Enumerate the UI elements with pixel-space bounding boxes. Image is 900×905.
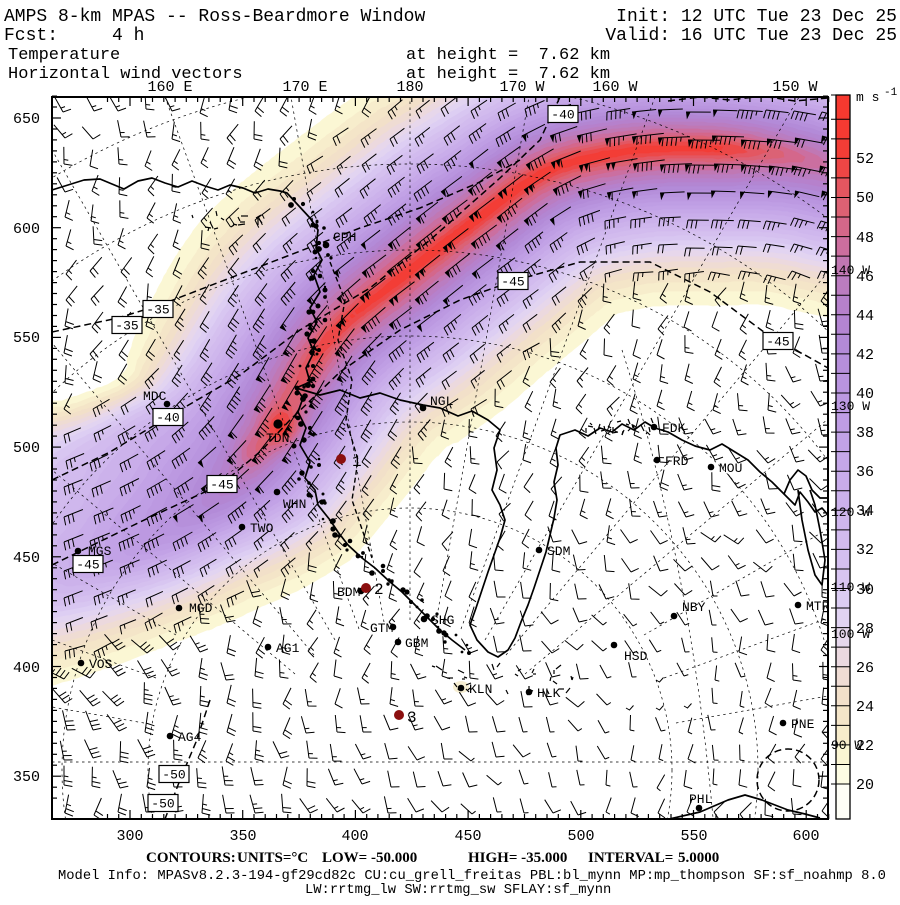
svg-text:Model Info: MPASv8.2.3-194-gf2: Model Info: MPASv8.2.3-194-gf29cd82c CU:… — [58, 868, 886, 884]
svg-text:Init: 12 UTC Tue 23 Dec 25: Init: 12 UTC Tue 23 Dec 25 — [616, 7, 897, 27]
svg-text:KLN: KLN — [469, 682, 492, 697]
svg-text:CPH: CPH — [333, 230, 356, 245]
svg-text:at height = 7.62 km: at height = 7.62 km — [406, 46, 610, 65]
svg-text:MGD: MGD — [189, 601, 213, 616]
svg-text:AG1: AG1 — [276, 641, 300, 656]
svg-text:52: 52 — [856, 151, 874, 168]
svg-text:28: 28 — [856, 621, 874, 638]
svg-text:PNE: PNE — [791, 717, 815, 732]
svg-text:Temperature: Temperature — [8, 46, 120, 65]
svg-text:HLK: HLK — [537, 686, 561, 701]
svg-text:150 W: 150 W — [772, 79, 817, 96]
svg-text:160 E: 160 E — [147, 79, 192, 96]
svg-text:140 W: 140 W — [831, 263, 870, 278]
svg-text:450: 450 — [454, 828, 481, 845]
svg-text:30: 30 — [856, 582, 874, 599]
svg-text:BDM: BDM — [337, 585, 360, 600]
svg-text:TDN: TDN — [266, 431, 289, 446]
svg-text:100 W: 100 W — [831, 627, 870, 642]
svg-text:-35: -35 — [146, 303, 169, 318]
svg-text:44: 44 — [856, 308, 874, 325]
svg-text:170 E: 170 E — [282, 79, 327, 96]
svg-text:SHG: SHG — [431, 613, 454, 628]
svg-text:2: 2 — [374, 581, 384, 599]
svg-text:MTR: MTR — [806, 599, 830, 614]
svg-text:GTM: GTM — [370, 621, 393, 636]
svg-text:34: 34 — [856, 503, 874, 520]
svg-text:Valid: 16 UTC Tue 23 Dec 25: Valid: 16 UTC Tue 23 Dec 25 — [605, 26, 897, 46]
svg-text:36: 36 — [856, 464, 874, 481]
svg-text:Horizontal wind vectors: Horizontal wind vectors — [8, 65, 243, 84]
svg-text:120 W: 120 W — [831, 505, 870, 520]
svg-text:TWO: TWO — [250, 521, 274, 536]
svg-text:32: 32 — [856, 542, 874, 559]
svg-text:450: 450 — [13, 550, 40, 567]
svg-text:26: 26 — [856, 660, 874, 677]
svg-text:NBY: NBY — [682, 600, 706, 615]
svg-text:MDC: MDC — [143, 389, 167, 404]
svg-text:-45: -45 — [210, 478, 233, 493]
svg-text:-45: -45 — [76, 558, 99, 573]
svg-text:NGL: NGL — [430, 394, 453, 409]
svg-text:FDK: FDK — [662, 421, 686, 436]
svg-text:22: 22 — [856, 738, 874, 755]
svg-text:110 W: 110 W — [831, 580, 870, 595]
svg-text:-40: -40 — [551, 108, 574, 123]
svg-text:-35: -35 — [115, 319, 138, 334]
svg-text:400: 400 — [13, 660, 40, 677]
svg-text:300: 300 — [116, 828, 143, 845]
svg-text:400: 400 — [341, 828, 368, 845]
svg-text:SDM: SDM — [547, 544, 570, 559]
svg-text:500: 500 — [13, 440, 40, 457]
svg-text:GBM: GBM — [405, 636, 428, 651]
svg-text:-50: -50 — [151, 797, 174, 812]
svg-text:-1: -1 — [884, 87, 898, 99]
svg-text:VOS: VOS — [89, 657, 113, 672]
svg-text:130 W: 130 W — [831, 399, 870, 414]
svg-text:Fcst: 4 h: Fcst: 4 h — [4, 26, 144, 46]
svg-text:170 W: 170 W — [499, 79, 544, 96]
svg-text:m s: m s — [856, 90, 879, 105]
svg-text:550: 550 — [13, 330, 40, 347]
svg-text:FRD: FRD — [665, 454, 689, 469]
svg-text:PHL: PHL — [689, 792, 712, 807]
svg-text:1: 1 — [352, 453, 362, 471]
svg-text:3: 3 — [407, 709, 417, 727]
svg-text:50: 50 — [856, 190, 874, 207]
svg-text:20: 20 — [856, 777, 874, 794]
svg-text:600: 600 — [13, 221, 40, 238]
svg-text:650: 650 — [13, 111, 40, 128]
svg-text:MOU: MOU — [719, 461, 742, 476]
svg-text:-40: -40 — [156, 411, 179, 426]
svg-text:90 W: 90 W — [831, 738, 862, 753]
svg-text:40: 40 — [856, 386, 874, 403]
svg-text:180: 180 — [396, 79, 423, 96]
svg-text:160 W: 160 W — [592, 79, 637, 96]
svg-text:46: 46 — [856, 269, 874, 286]
svg-text:350: 350 — [229, 828, 256, 845]
svg-text:HSD: HSD — [624, 649, 648, 664]
svg-text:38: 38 — [856, 425, 874, 442]
svg-text:350: 350 — [13, 769, 40, 786]
svg-text:24: 24 — [856, 699, 874, 716]
svg-text:AMPS 8-km MPAS -- Ross-Beardmo: AMPS 8-km MPAS -- Ross-Beardmore Window — [4, 7, 425, 27]
svg-text:-50: -50 — [162, 768, 185, 783]
svg-text:42: 42 — [856, 347, 874, 364]
svg-text:at height = 7.62 km: at height = 7.62 km — [406, 65, 610, 84]
svg-text:600: 600 — [792, 828, 819, 845]
svg-text:LW:rrtmg_lw SW:rrtmg_sw SFLAY:: LW:rrtmg_lw SW:rrtmg_sw SFLAY:sf_mynn — [305, 882, 611, 898]
svg-text:550: 550 — [680, 828, 707, 845]
svg-text:MGS: MGS — [88, 544, 112, 559]
svg-text:500: 500 — [567, 828, 594, 845]
svg-text:-45: -45 — [501, 275, 524, 290]
svg-text:WHN: WHN — [283, 497, 306, 512]
svg-text:AG4: AG4 — [178, 730, 202, 745]
svg-text:48: 48 — [856, 230, 874, 247]
svg-text:-45: -45 — [766, 335, 789, 350]
